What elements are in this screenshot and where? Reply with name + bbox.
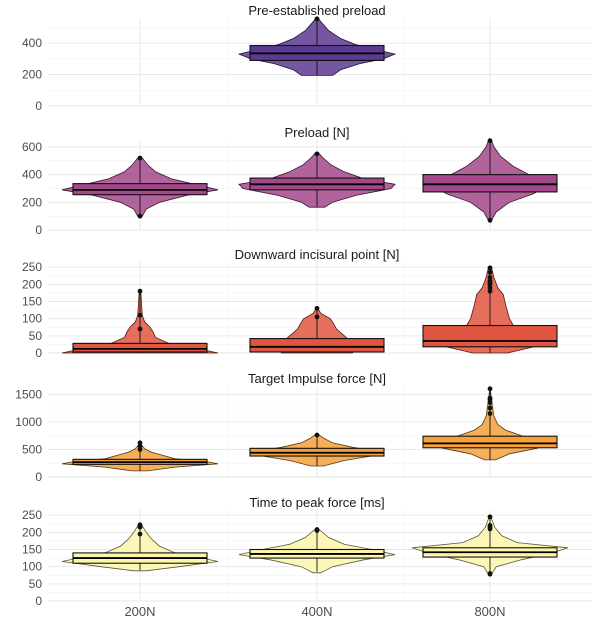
box: [422, 324, 558, 348]
y-tick-label: 150: [22, 294, 42, 308]
y-tick-label: 1000: [15, 415, 42, 429]
outlier-point: [487, 285, 493, 291]
panel-4: 0 500 1000 1500 Target Impulse force [N]: [15, 371, 592, 484]
outlier-point: [137, 326, 143, 332]
y-tick-label: 600: [22, 140, 42, 154]
y-tick-label: 0: [35, 594, 42, 608]
outlier-point: [137, 447, 143, 452]
panel-2: 0 200 400 600 Preload [N]: [22, 125, 592, 237]
outlier-point: [137, 155, 143, 161]
y-tick-label: 100: [22, 560, 42, 574]
violin-group-200N: [61, 440, 219, 472]
panel-title: Pre-established preload: [248, 3, 385, 18]
violin-group-200N: [61, 155, 219, 219]
panel-title: Downward incisural point [N]: [235, 247, 400, 262]
violin-group-400N: [237, 16, 397, 76]
outlier-point: [487, 275, 493, 280]
y-tick-label: 0: [35, 470, 42, 484]
outlier-point: [137, 531, 143, 537]
outlier-point: [314, 527, 320, 532]
panel-title: Time to peak force [ms]: [249, 495, 384, 510]
outlier-point: [314, 305, 320, 311]
outlier-point: [487, 288, 493, 294]
box: [72, 342, 208, 353]
panel-title: Target Impulse force [N]: [248, 371, 386, 386]
y-tick-label: 500: [22, 442, 42, 456]
y-tick-label: 200: [22, 525, 42, 539]
violin-group-800N: [411, 514, 569, 577]
outlier-point: [137, 213, 143, 219]
y-tick-label: 200: [22, 68, 42, 82]
outlier-point: [137, 522, 143, 528]
x-tick-label-400N: 400N: [301, 604, 332, 619]
violin-group-400N: [238, 151, 396, 208]
y-tick-label: 200: [22, 277, 42, 291]
outlier-point: [137, 288, 143, 294]
panel-5: 0 50 100 150 200 250 Time to peak force [ms]: [22, 495, 592, 608]
y-tick-label: 100: [22, 312, 42, 326]
violin-group-800N: [422, 265, 558, 354]
box: [249, 338, 385, 353]
outlier-point: [487, 395, 493, 401]
y-tick-label: 0: [35, 223, 42, 237]
panel-3: 0 50 100 150 200 250 Downward incisural point …: [22, 247, 592, 360]
violin-group-800N: [422, 138, 558, 223]
outlier-point: [137, 312, 143, 318]
y-tick-label: 250: [22, 260, 42, 274]
y-tick-label: 400: [22, 36, 42, 50]
outlier-point: [487, 269, 493, 275]
outlier-point: [487, 411, 493, 416]
outlier-point: [487, 523, 493, 528]
outlier-point: [137, 443, 143, 449]
y-tick-label: 250: [22, 508, 42, 522]
box: [422, 174, 558, 193]
outlier-point: [137, 440, 143, 446]
outlier-point: [487, 514, 493, 520]
y-tick-label: 0: [35, 99, 42, 113]
outlier-point: [314, 16, 320, 22]
outlier-point: [314, 432, 320, 438]
outlier-point: [487, 386, 493, 392]
violin-group-400N: [249, 305, 385, 354]
y-tick-label: 1500: [15, 387, 42, 401]
y-tick-label: 0: [35, 346, 42, 360]
box: [422, 435, 558, 449]
outlier-point: [487, 571, 493, 576]
x-tick-label-200N: 200N: [124, 604, 155, 619]
panel-title: Preload [N]: [284, 125, 349, 140]
outlier-point: [487, 278, 493, 284]
violin-group-200N: [61, 522, 219, 572]
violin-group-400N: [249, 432, 385, 467]
y-tick-label: 50: [29, 329, 43, 343]
panel-1: 0 200 400 Pre-established preload: [22, 3, 592, 113]
violin-group-200N: [61, 288, 219, 354]
outlier-point: [314, 151, 320, 157]
outlier-point: [487, 405, 493, 411]
violin-group-400N: [238, 527, 396, 574]
outlier-point: [487, 138, 493, 144]
violin-group-800N: [422, 386, 558, 461]
y-tick-label: 50: [29, 577, 43, 591]
y-tick-label: 150: [22, 542, 42, 556]
outlier-point: [487, 265, 493, 271]
outlier-point: [314, 314, 320, 320]
y-tick-label: 200: [22, 195, 42, 209]
outlier-point: [487, 217, 493, 223]
x-tick-label-800N: 800N: [474, 604, 505, 619]
y-tick-label: 400: [22, 168, 42, 182]
